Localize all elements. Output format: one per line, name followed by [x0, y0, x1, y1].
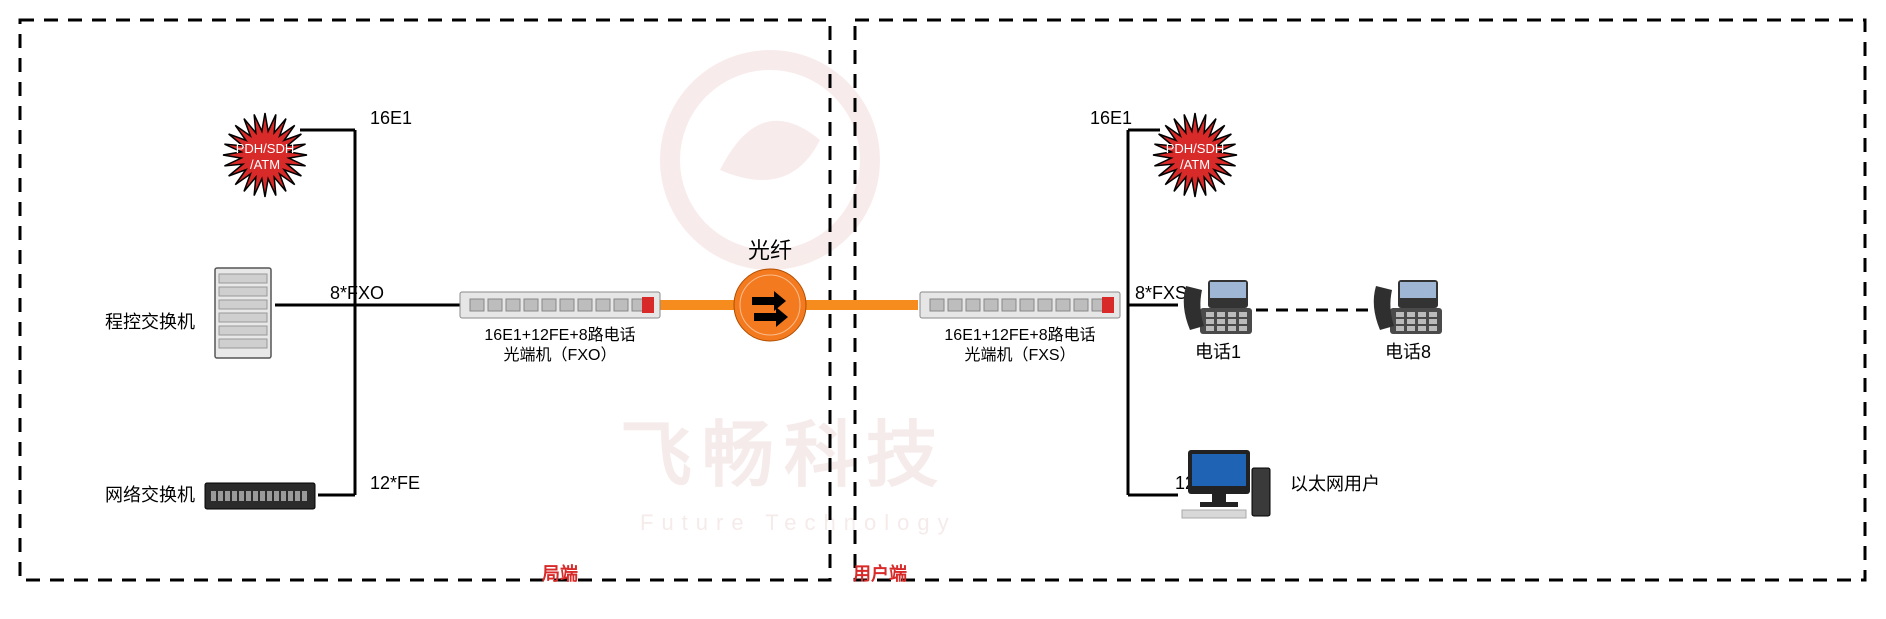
phone-1 [1184, 280, 1252, 334]
svg-text:PDH/SDH: PDH/SDH [236, 141, 295, 156]
svg-text:以太网用户: 以太网用户 [1290, 474, 1380, 494]
svg-text:光纤: 光纤 [748, 238, 792, 263]
svg-text:光端机（FXS）: 光端机（FXS） [964, 346, 1075, 364]
svg-text:飞畅科技: 飞畅科技 [620, 416, 948, 496]
svg-text:12*FE: 12*FE [370, 473, 420, 493]
svg-text:16E1+12FE+8路电话: 16E1+12FE+8路电话 [944, 326, 1095, 344]
svg-text:/ATM: /ATM [1180, 157, 1210, 172]
mux-fxs [920, 292, 1120, 318]
svg-text:网络交换机: 网络交换机 [105, 485, 195, 505]
svg-text:16E1: 16E1 [1090, 108, 1132, 128]
network-switch-icon [205, 483, 315, 509]
svg-text:光端机（FXO）: 光端机（FXO） [504, 346, 617, 364]
svg-text:电话8: 电话8 [1385, 342, 1431, 362]
fiber-icon [734, 269, 806, 341]
label-left-16e1: 16E1 [370, 108, 412, 128]
phone-8 [1374, 280, 1442, 334]
svg-text:PDH/SDH: PDH/SDH [1166, 141, 1225, 156]
svg-text:Future Technology: Future Technology [640, 510, 957, 535]
svg-text:程控交换机: 程控交换机 [105, 312, 195, 332]
pdh-sdh-atm-left: PDH/SDH/ATM [223, 113, 307, 197]
mux-fxo [460, 292, 660, 318]
pbx-icon [215, 268, 271, 358]
label-user-end: 用户端 [853, 563, 907, 584]
pdh-sdh-atm-right: PDH/SDH/ATM [1153, 113, 1237, 197]
svg-text:8*FXS: 8*FXS [1135, 283, 1187, 303]
svg-text:电话1: 电话1 [1195, 342, 1241, 362]
svg-text:16E1+12FE+8路电话: 16E1+12FE+8路电话 [484, 326, 635, 344]
label-local-end: 局端 [542, 564, 578, 584]
svg-text:8*FXO: 8*FXO [330, 283, 384, 303]
svg-text:/ATM: /ATM [250, 157, 280, 172]
